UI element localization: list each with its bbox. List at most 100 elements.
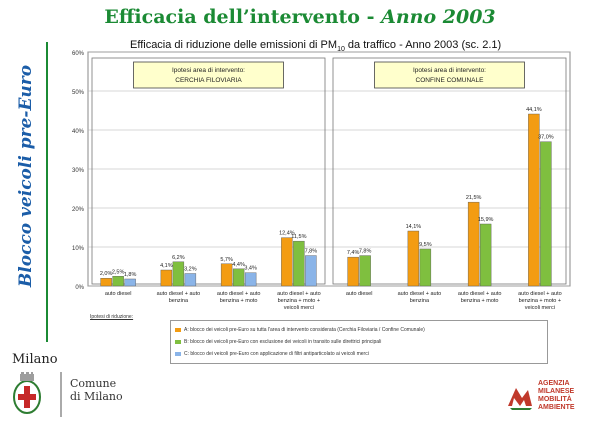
bar [160,269,173,287]
agency-line-3: MOBILITÀ [538,396,572,403]
agency-name: AGENZIA MILANESE MOBILITÀ AMBIENTE [538,380,598,412]
legend-swatch-c [175,351,181,356]
y-tick-label: 10% [72,246,85,252]
bar [528,113,540,287]
panel-label-box [133,61,284,89]
bar [184,273,197,287]
x-tick-label: veicoli merci [525,305,555,311]
milano-wordmark: Milano [12,352,58,367]
panel-label: CERCHIA FILOVIARIA [175,77,242,84]
legend-item-a: A: blocco dei veicoli pre-Euro su tutta … [175,327,425,333]
panel-frame [91,57,326,285]
bar [305,255,317,287]
legend-text-a: A: blocco dei veicoli pre-Euro su tutta … [184,327,425,333]
agency-line-4: AMBIENTE [538,404,575,411]
legend-swatch-b [175,339,181,344]
x-tick-label: auto diesel [105,291,132,297]
agency-line-1: AGENZIA [538,380,570,387]
x-tick-label: benzina + moto [461,298,499,304]
legend-swatch-a [175,327,181,332]
bar-chart: 0% 10% 20% 30% 40% 50% 60% Ipotesi area di inte… [72,51,571,311]
bar [479,223,492,287]
panel-name: Ipotesi area di intervento: [172,67,245,74]
bar [467,201,480,287]
legend-item-c: C: blocco dei veicoli pre-Euro con appli… [175,351,369,357]
bar [347,256,359,287]
side-divider [46,42,48,342]
legend-title: Ipotesi di riduzione: [90,314,134,320]
bar [293,240,305,287]
bar [540,141,552,287]
bar [359,255,371,287]
data-label: 11,5% [291,234,306,240]
x-tick-label: benzina + moto + [278,298,321,304]
slide-title-year: Anno 2003 [381,6,496,28]
slide-title-main: Efficacia dell’intervento - [104,6,382,28]
legend: A: blocco dei veicoli pre-Euro su tutta … [170,320,548,364]
data-label: 7,8% [359,249,372,255]
chart-title: Efficacia di riduzione delle emissioni d… [130,39,501,53]
data-label: 4,1% [160,263,173,269]
footer-divider [60,372,62,417]
bar [124,278,136,287]
x-tick-label: auto diesel + auto [518,291,562,297]
agency-logo-icon [508,388,532,410]
bar [281,237,293,287]
panel-label-box [374,61,525,89]
bar [419,248,432,287]
chart-title-suffix: da traffico - Anno 2003 (sc. 2.1) [344,39,502,51]
data-label: 2,5% [112,269,125,275]
panel-label: CONFINE COMUNALE [416,77,485,84]
data-label: 5,7% [220,257,233,263]
y-tick-label: 40% [72,129,85,135]
y-tick-label: 30% [72,168,85,174]
x-tick-label: auto diesel + auto [157,291,201,297]
panel-name: Ipotesi area di intervento: [413,67,486,74]
legend-text-b: B: blocco dei veicoli pre-Euro con esclu… [184,339,382,345]
data-label: 3,4% [244,266,257,272]
x-tick-label: benzina + moto + [519,298,562,304]
data-label: 14,1% [406,224,422,230]
y-tick-label: 60% [72,51,85,57]
slide-title: Efficacia dell’intervento - Anno 2003 [0,6,600,28]
y-tick-label: 50% [72,90,85,96]
bar [220,263,233,287]
data-label: 6,2% [172,255,185,261]
x-tick-label: auto diesel + auto [217,291,261,297]
bar [112,276,124,287]
data-label: 21,5% [466,195,482,201]
y-tick-label: 20% [72,207,85,213]
data-label: 2,0% [100,271,113,277]
bar [407,230,420,287]
bar [244,272,257,287]
legend-text-c: C: blocco dei veicoli pre-Euro con appli… [184,351,369,357]
bar [100,277,112,287]
chart-title-prefix: Efficacia di riduzione delle emissioni d… [130,39,338,51]
x-tick-label: auto diesel + auto [277,291,321,297]
data-label: 1,8% [124,272,137,278]
x-tick-label: auto diesel + auto [458,291,502,297]
x-tick-label: benzina [169,298,189,304]
x-tick-label: auto diesel [346,291,373,297]
data-label: 12,4% [279,231,295,237]
x-tick-label: auto diesel + auto [398,291,442,297]
data-label: 7,4% [347,250,360,256]
bar [172,261,185,287]
milano-crest-icon [13,372,41,414]
data-label: 15,9% [478,217,494,223]
data-label: 7,8% [305,249,318,255]
x-tick-label: veicoli merci [284,305,314,311]
legend-item-b: B: blocco dei veicoli pre-Euro con esclu… [175,339,381,345]
data-label: 37,0% [538,135,554,141]
chart-title-subscript: 10 [337,46,345,54]
data-label: 9,5% [419,242,432,248]
bar [232,268,245,287]
x-tick-label: benzina + moto [220,298,258,304]
comune-line1: Comune [70,377,117,390]
comune-line2: di Milano [70,390,123,403]
data-label: 3,2% [184,267,197,273]
data-label: 4,4% [232,262,245,268]
y-tick-label: 0% [75,285,84,291]
agency-line-2: MILANESE [538,388,575,395]
x-tick-label: benzina [410,298,430,304]
